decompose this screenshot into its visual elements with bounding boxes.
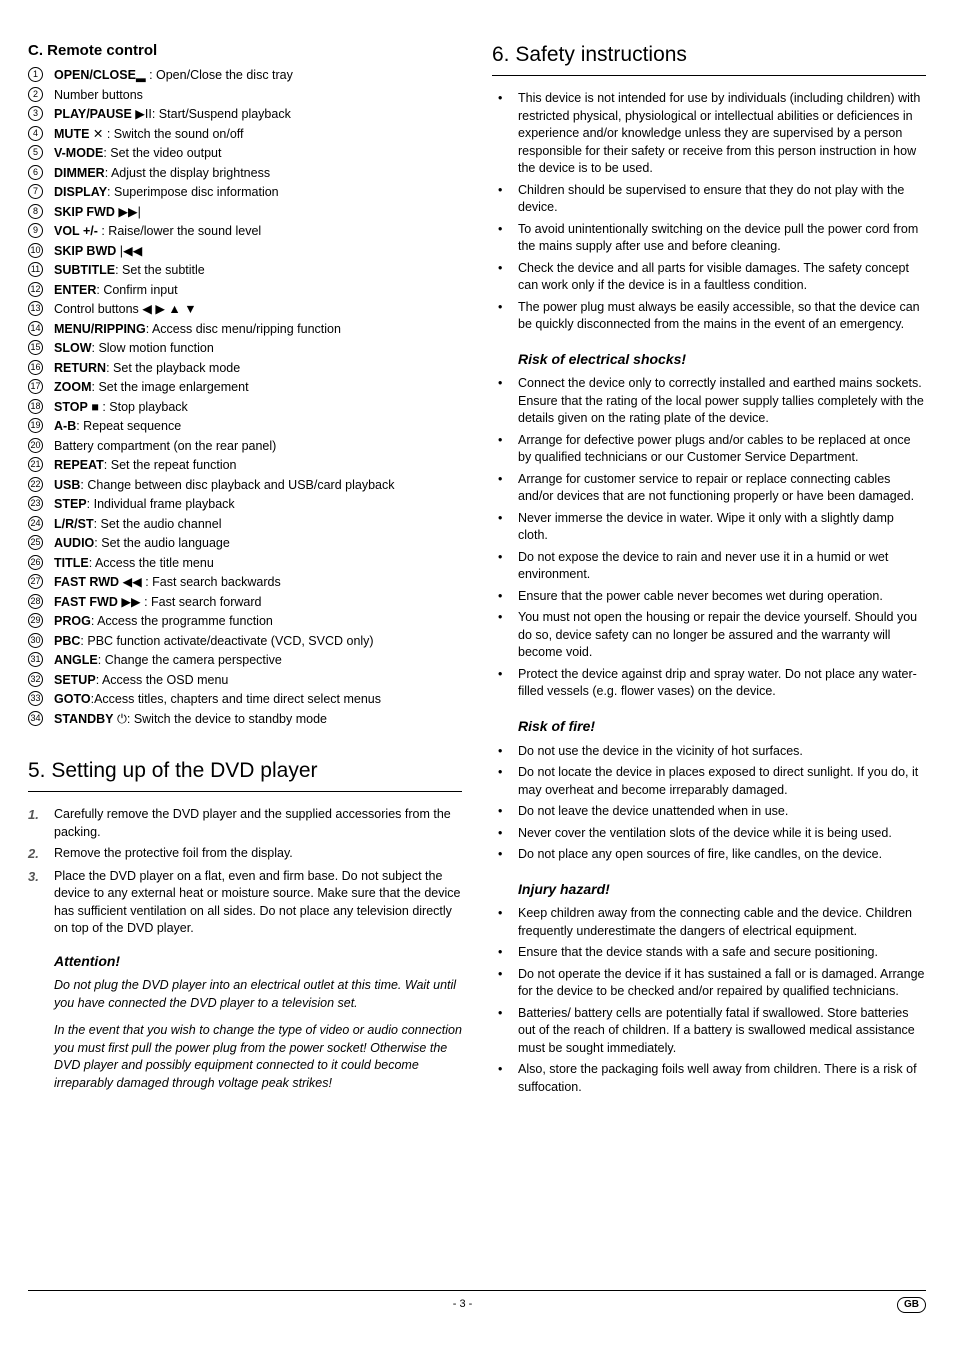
bullet-item: •Never immerse the device in water. Wipe… [492, 510, 926, 545]
shock-heading: Risk of electrical shocks! [518, 350, 926, 370]
remote-item: 20Battery compartment (on the rear panel… [28, 438, 462, 456]
remote-item: 15SLOW: Slow motion function [28, 340, 462, 358]
bullet-item: •Do not operate the device if it has sus… [492, 966, 926, 1001]
bullet-item: •Do not place any open sources of fire, … [492, 846, 926, 864]
remote-item: 9VOL +/- : Raise/lower the sound level [28, 223, 462, 241]
bullet-item: •Connect the device only to correctly in… [492, 375, 926, 428]
bullet-item: •Check the device and all parts for visi… [492, 260, 926, 295]
attention-p2: In the event that you wish to change the… [54, 1022, 462, 1092]
remote-item: 12ENTER: Confirm input [28, 282, 462, 300]
bullet-item: •Do not locate the device in places expo… [492, 764, 926, 799]
shock-list: •Connect the device only to correctly in… [492, 375, 926, 701]
bullet-item: •Ensure that the power cable never becom… [492, 588, 926, 606]
setup-step: 1.Carefully remove the DVD player and th… [28, 806, 462, 841]
bullet-item: •Do not use the device in the vicinity o… [492, 743, 926, 761]
bullet-item: •Arrange for customer service to repair … [492, 471, 926, 506]
bullet-item: •Keep children away from the connecting … [492, 905, 926, 940]
region-badge: GB [897, 1297, 926, 1313]
setup-heading: 5. Setting up of the DVD player [28, 756, 462, 792]
right-column: 6. Safety instructions •This device is n… [492, 40, 926, 1270]
remote-item: 28FAST FWD ▶▶ : Fast search forward [28, 594, 462, 612]
fire-heading: Risk of fire! [518, 717, 926, 737]
attention-p1: Do not plug the DVD player into an elect… [54, 977, 462, 1012]
remote-item: 19A-B: Repeat sequence [28, 418, 462, 436]
remote-item: 11SUBTITLE: Set the subtitle [28, 262, 462, 280]
remote-section-title: C. Remote control [28, 40, 462, 61]
injury-heading: Injury hazard! [518, 880, 926, 900]
bullet-item: •Also, store the packaging foils well aw… [492, 1061, 926, 1096]
remote-item: 32SETUP: Access the OSD menu [28, 672, 462, 690]
bullet-item: •Do not expose the device to rain and ne… [492, 549, 926, 584]
remote-list: 1OPEN/CLOSE▂ : Open/Close the disc tray 2… [28, 67, 462, 728]
remote-item: 30PBC: PBC function activate/deactivate … [28, 633, 462, 651]
page-footer: - 3 - GB [28, 1290, 926, 1313]
remote-item: 17ZOOM: Set the image enlargement [28, 379, 462, 397]
remote-item: 26TITLE: Access the title menu [28, 555, 462, 573]
remote-item: 24L/R/ST: Set the audio channel [28, 516, 462, 534]
remote-item: 31ANGLE: Change the camera perspective [28, 652, 462, 670]
safety-intro: •This device is not intended for use by … [492, 90, 926, 334]
remote-item: 33GOTO:Access titles, chapters and time … [28, 691, 462, 709]
remote-item: 14MENU/RIPPING: Access disc menu/ripping… [28, 321, 462, 339]
remote-item: 7DISPLAY: Superimpose disc information [28, 184, 462, 202]
remote-item: 2Number buttons [28, 87, 462, 105]
bullet-item: •Ensure that the device stands with a sa… [492, 944, 926, 962]
bullet-item: •Do not leave the device unattended when… [492, 803, 926, 821]
remote-item: 6DIMMER: Adjust the display brightness [28, 165, 462, 183]
setup-step: 2.Remove the protective foil from the di… [28, 845, 462, 863]
injury-list: •Keep children away from the connecting … [492, 905, 926, 1096]
setup-step: 3.Place the DVD player on a flat, even a… [28, 868, 462, 938]
bullet-item: •Children should be supervised to ensure… [492, 182, 926, 217]
remote-item: 25AUDIO: Set the audio language [28, 535, 462, 553]
remote-item: 8SKIP FWD ▶▶| [28, 204, 462, 222]
remote-item: 21REPEAT: Set the repeat function [28, 457, 462, 475]
remote-item: 1OPEN/CLOSE▂ : Open/Close the disc tray [28, 67, 462, 85]
safety-heading: 6. Safety instructions [492, 40, 926, 76]
remote-item: 34STANDBY ⏻: Switch the device to standb… [28, 711, 462, 729]
bullet-item: • Arrange for defective power plugs and/… [492, 432, 926, 467]
remote-item: 27FAST RWD ◀◀ : Fast search backwards [28, 574, 462, 592]
remote-item: 29PROG: Access the programme function [28, 613, 462, 631]
remote-item: 5V-MODE: Set the video output [28, 145, 462, 163]
fire-list: •Do not use the device in the vicinity o… [492, 743, 926, 864]
bullet-item: •This device is not intended for use by … [492, 90, 926, 178]
remote-item: 4MUTE ✕ : Switch the sound on/off [28, 126, 462, 144]
bullet-item: •The power plug must always be easily ac… [492, 299, 926, 334]
remote-item: 23STEP: Individual frame playback [28, 496, 462, 514]
attention-heading: Attention! [54, 952, 462, 972]
page-number: - 3 - [453, 1297, 473, 1313]
bullet-item: •Never cover the ventilation slots of th… [492, 825, 926, 843]
remote-item: 18STOP ■ : Stop playback [28, 399, 462, 417]
remote-item: 13Control buttons ◀ ▶ ▲ ▼ [28, 301, 462, 319]
remote-item: 22USB: Change between disc playback and … [28, 477, 462, 495]
remote-item: 16RETURN: Set the playback mode [28, 360, 462, 378]
left-column: C. Remote control 1OPEN/CLOSE▂ : Open/Cl… [28, 40, 462, 1270]
remote-item: 10SKIP BWD |◀◀ [28, 243, 462, 261]
bullet-item: •To avoid unintentionally switching on t… [492, 221, 926, 256]
bullet-item: •You must not open the housing or repair… [492, 609, 926, 662]
bullet-item: •Batteries/ battery cells are potentiall… [492, 1005, 926, 1058]
setup-steps: 1.Carefully remove the DVD player and th… [28, 806, 462, 937]
remote-item: 3PLAY/PAUSE ▶II: Start/Suspend playback [28, 106, 462, 124]
bullet-item: •Protect the device against drip and spr… [492, 666, 926, 701]
